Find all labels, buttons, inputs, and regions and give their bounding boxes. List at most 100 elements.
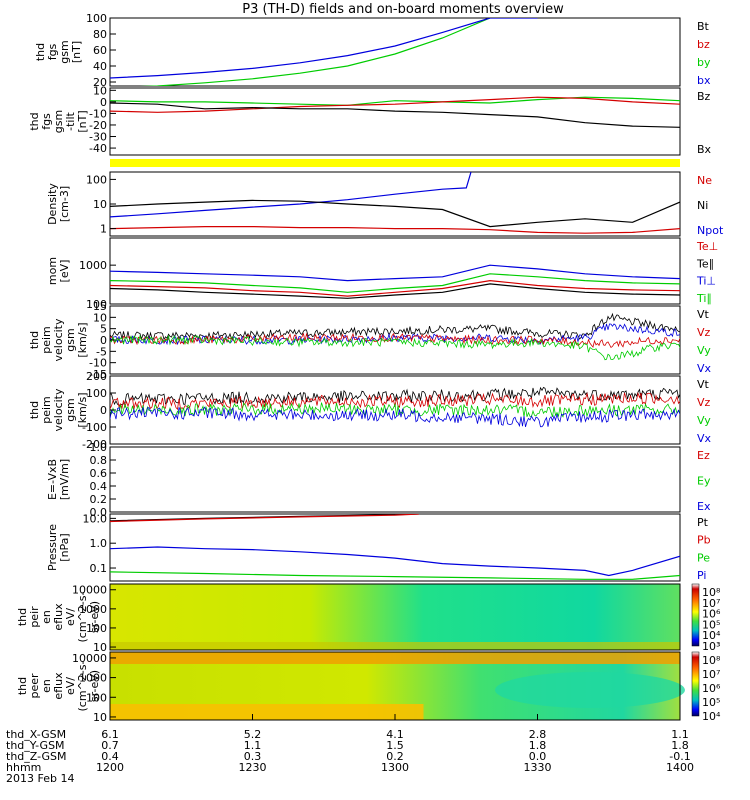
spectrogram-band-low — [110, 704, 424, 720]
x-row-value: 1.5 — [386, 739, 404, 752]
panel-4: 1000 100 mom [eV] Te⊥ Te∥ Ti⊥ Ti∥ — [46, 237, 718, 311]
legend-label: bz — [697, 38, 710, 51]
y-axis-label: [cm-3] — [58, 186, 71, 222]
series-line-green — [110, 334, 680, 361]
y-tick-label: -10 — [89, 357, 107, 370]
legend-label: Vt — [697, 308, 710, 321]
x-row-value: 6.1 — [101, 728, 119, 741]
panel-frame — [109, 17, 681, 87]
panel-8: 10.0 1.0 0.1 Pressure [nPa] Pt Pb Pe Pi — [46, 512, 711, 582]
x-row-value: 0.3 — [244, 750, 262, 763]
series-line-green — [110, 571, 680, 580]
y-tick-label: -10 — [89, 107, 107, 120]
y-axis-label: [eV] — [58, 260, 71, 283]
y-tick-label: 100 — [86, 387, 107, 400]
legend-label: Ni — [697, 199, 708, 212]
y-axis-label: thd — [34, 43, 47, 61]
y-tick-label: 10.0 — [83, 512, 108, 525]
y-axis-label: sr-eV) — [88, 670, 101, 702]
legend-label: by — [697, 56, 711, 69]
panel-frame — [109, 237, 681, 305]
y-tick-label: -15 — [89, 368, 107, 381]
y-axis-label: thd — [16, 608, 29, 626]
x-row-label: thd_Y-GSM — [6, 739, 65, 752]
legend-label: Npot — [697, 224, 724, 237]
legend-label: Vy — [697, 344, 711, 357]
y-tick-label: 0.0 — [90, 506, 108, 519]
colorbar-label: 10⁸ — [702, 654, 721, 667]
y-axis-label: peim — [40, 396, 53, 424]
series-line-black — [110, 283, 680, 299]
legend-label: Ez — [697, 449, 710, 462]
x-row-value: 1230 — [239, 761, 267, 774]
legend-label: Bz — [697, 90, 711, 103]
colorbar-label: 10⁶ — [702, 682, 721, 695]
series-line-blue — [110, 546, 680, 577]
series-group — [110, 18, 538, 86]
y-tick-label: -100 — [82, 421, 107, 434]
y-axis-label: eV/ — [64, 608, 77, 626]
panel-frame — [109, 87, 681, 156]
x-row-value: -0.1 — [669, 750, 690, 763]
y-tick-label: 0 — [100, 404, 107, 417]
y-tick-label: -5 — [96, 345, 107, 358]
y-tick-label: -30 — [89, 131, 107, 144]
legend-label: Vy — [697, 414, 711, 427]
y-axis-label: mom — [46, 257, 59, 285]
y-tick-label: -40 — [89, 142, 107, 155]
y-axis-label: (cm^2-s- — [76, 592, 89, 643]
y-tick-label: 80 — [93, 28, 107, 41]
y-tick-label: 1.0 — [90, 441, 108, 454]
y-axis-label: peer — [28, 673, 41, 699]
y-tick-label: 100 — [86, 691, 107, 704]
y-tick-label: 100 — [86, 173, 107, 186]
x-row-label: thd_X-GSM — [6, 728, 66, 741]
y-tick-label: 10 — [93, 711, 107, 724]
y-axis-label: sr-eV) — [88, 601, 101, 633]
panel-frame — [109, 171, 681, 237]
y-tick-label: 0.2 — [90, 493, 108, 506]
date-label: 2013 Feb 14 — [6, 772, 74, 785]
legend-label: Te⊥ — [696, 240, 718, 253]
y-axis-label: eV/ — [64, 677, 77, 695]
series-group — [110, 264, 680, 299]
colorbar-scale — [691, 583, 700, 647]
y-tick-label: 10 — [93, 641, 107, 654]
series-group — [110, 96, 680, 128]
y-tick-label: 10 — [93, 311, 107, 324]
x-row-value: 5.2 — [244, 728, 262, 741]
legend-label: Bt — [697, 20, 710, 33]
panel-frame — [109, 513, 681, 582]
y-tick-label: 10 — [93, 198, 107, 211]
y-tick-label: 1.0 — [90, 537, 108, 550]
x-row-value: 1400 — [666, 761, 694, 774]
y-tick-label: -200 — [82, 438, 107, 451]
spectrogram-band-low — [110, 642, 680, 650]
legend-label: Pb — [697, 534, 711, 547]
legend-label: Vx — [697, 362, 712, 375]
x-row-value: 4.1 — [386, 728, 404, 741]
x-row-value: 1.8 — [529, 739, 547, 752]
series-line-green — [139, 18, 491, 86]
y-tick-label: 10000 — [72, 652, 107, 665]
panel-frame — [109, 583, 681, 651]
colorbar-label: 10⁵ — [702, 696, 720, 709]
series-line-green — [110, 96, 680, 106]
panel-1: 20 40 60 80 100 thd fgs gsm [nT] Bt bz by bx — [34, 12, 711, 89]
y-tick-label: 1 — [100, 223, 107, 236]
x-row-value: 1300 — [381, 761, 409, 774]
y-axis-label: peim — [40, 326, 53, 354]
legend-label: Ti⊥ — [696, 275, 716, 288]
y-axis-label: gsm — [64, 398, 77, 421]
legend-label: Vz — [697, 326, 711, 339]
x-row-value: 1200 — [96, 761, 124, 774]
series-line-black — [110, 199, 680, 228]
y-axis-label: Pressure — [46, 524, 59, 571]
y-tick-label: 100 — [86, 298, 107, 311]
y-tick-label: 40 — [93, 60, 107, 73]
x-row-value: 0.4 — [101, 750, 119, 763]
y-axis-label: [nT] — [70, 41, 83, 63]
series-line-red — [110, 279, 680, 297]
